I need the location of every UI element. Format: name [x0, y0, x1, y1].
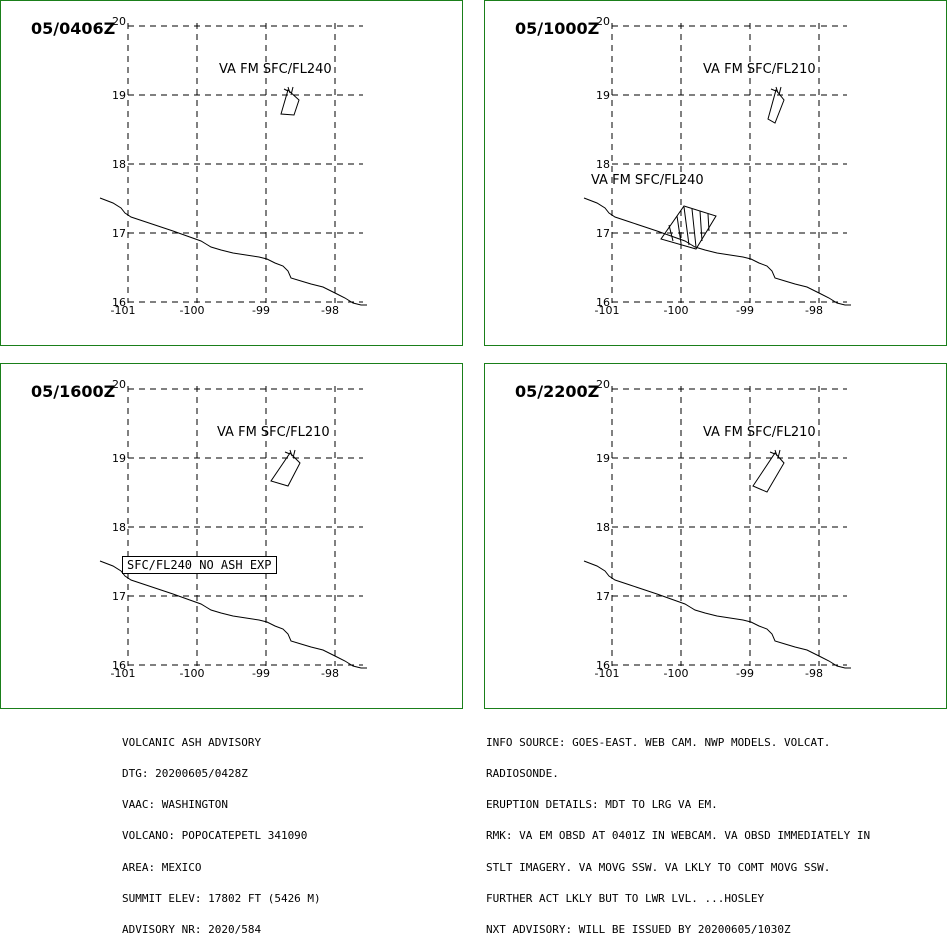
lon-label: -98 — [321, 667, 339, 680]
lon-label: -99 — [252, 667, 270, 680]
lat-label: 17 — [596, 227, 610, 240]
ash-polygon-sfc-fl210 — [767, 86, 785, 124]
lon-label: -100 — [179, 304, 205, 317]
lat-label: 18 — [112, 521, 126, 534]
forecast-panel-0406z: 05/0406Z 20 19 18 17 16 -101 -100 -99 -9… — [0, 0, 463, 346]
advisory-header-block: VOLCANIC ASH ADVISORY DTG: 20200605/0428… — [122, 717, 321, 946]
advisory-line: FURTHER ACT LKLY BUT TO LWR LVL. ...HOSL… — [486, 891, 765, 905]
panel-time: 05/1600Z — [31, 382, 116, 401]
advisory-line: ERUPTION DETAILS: MDT TO LRG VA EM. — [486, 798, 718, 812]
ash-polygon-sfc-fl240-hatched — [660, 205, 717, 250]
lon-label: -99 — [736, 304, 754, 317]
lat-label: 17 — [112, 590, 126, 603]
no-ash-expected-note: SFC/FL240 NO ASH EXP — [122, 556, 277, 574]
ash-level-label: VA FM SFC/FL210 — [703, 425, 816, 440]
lon-label: -99 — [736, 667, 754, 680]
lon-label: -100 — [663, 667, 689, 680]
advisory-line: AREA: MEXICO — [122, 860, 202, 874]
advisory-line: STLT IMAGERY. VA MOVG SSW. VA LKLY TO CO… — [486, 860, 831, 874]
coastline — [99, 560, 367, 669]
lon-label: -101 — [594, 304, 620, 317]
lon-label: -98 — [805, 667, 823, 680]
lon-label: -101 — [110, 304, 136, 317]
lat-label: 19 — [112, 89, 126, 102]
lat-label: 18 — [596, 158, 610, 171]
ash-level-label: VA FM SFC/FL210 — [217, 425, 330, 440]
panel-time: 05/0406Z — [31, 19, 116, 38]
advisory-line: ADVISORY NR: 2020/584 — [122, 923, 262, 937]
lat-label: 17 — [112, 227, 126, 240]
advisory-line: VOLCANIC ASH ADVISORY — [122, 735, 262, 749]
lat-label: 20 — [596, 378, 610, 391]
lon-label: -99 — [252, 304, 270, 317]
advisory-line: DTG: 20200605/0428Z — [122, 767, 248, 781]
ash-level-label: VA FM SFC/FL240 — [591, 173, 704, 188]
advisory-line: RMK: VA EM OBSD AT 0401Z IN WEBCAM. VA O… — [486, 829, 871, 843]
lat-label: 18 — [596, 521, 610, 534]
lat-label: 16 — [112, 659, 126, 672]
ash-polygon-sfc-fl210 — [270, 449, 301, 487]
forecast-panel-1000z: 05/1000Z 20 19 18 17 16 -101 -100 -99 -9… — [484, 0, 947, 346]
map-graphics — [99, 386, 367, 669]
advisory-line: VOLCANO: POPOCATEPETL 341090 — [122, 829, 308, 843]
ash-polygon-sfc-fl240 — [280, 86, 300, 116]
advisory-line: VAAC: WASHINGTON — [122, 798, 228, 812]
lon-label: -101 — [594, 667, 620, 680]
advisory-line: SUMMIT ELEV: 17802 FT (5426 M) — [122, 891, 321, 905]
lat-label: 18 — [112, 158, 126, 171]
coastline — [583, 197, 851, 306]
forecast-panel-1600z: 05/1600Z 20 19 18 17 16 -101 -100 -99 -9… — [0, 363, 463, 709]
lon-label: -100 — [179, 667, 205, 680]
panel-time: 05/1000Z — [515, 19, 600, 38]
lat-label: 19 — [112, 452, 126, 465]
lat-label: 20 — [112, 15, 126, 28]
advisory-details-block: INFO SOURCE: GOES-EAST. WEB CAM. NWP MOD… — [486, 717, 870, 946]
coastline — [99, 197, 367, 306]
panel-time: 05/2200Z — [515, 382, 600, 401]
advisory-line: NXT ADVISORY: WILL BE ISSUED BY 20200605… — [486, 923, 791, 937]
lat-label: 20 — [112, 378, 126, 391]
lat-label: 19 — [596, 89, 610, 102]
ash-level-label: VA FM SFC/FL210 — [703, 62, 816, 77]
lat-label: 19 — [596, 452, 610, 465]
advisory-line: INFO SOURCE: GOES-EAST. WEB CAM. NWP MOD… — [486, 735, 831, 749]
lat-label: 16 — [596, 659, 610, 672]
lat-label: 16 — [112, 296, 126, 309]
lat-label: 17 — [596, 590, 610, 603]
coastline — [583, 560, 851, 669]
forecast-panel-2200z: 05/2200Z 20 19 18 17 16 -101 -100 -99 -9… — [484, 363, 947, 709]
map-graphics — [99, 23, 367, 306]
ash-polygon-sfc-fl210 — [752, 449, 785, 493]
map-graphics — [583, 386, 851, 669]
ash-level-label: VA FM SFC/FL240 — [219, 62, 332, 77]
lon-label: -98 — [321, 304, 339, 317]
lat-label: 16 — [596, 296, 610, 309]
lon-label: -100 — [663, 304, 689, 317]
map-graphics — [583, 23, 851, 306]
lat-label: 20 — [596, 15, 610, 28]
advisory-line: RADIOSONDE. — [486, 767, 559, 781]
lon-label: -98 — [805, 304, 823, 317]
lon-label: -101 — [110, 667, 136, 680]
